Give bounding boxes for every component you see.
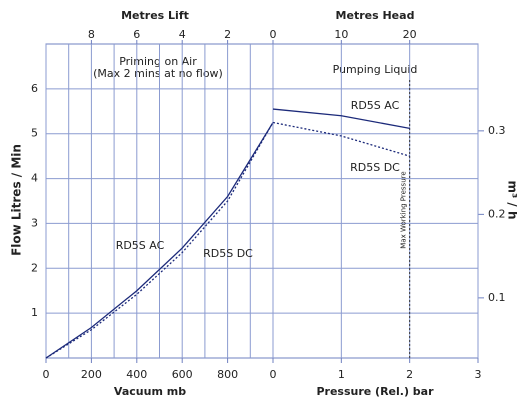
x-tick-label: 400 (126, 368, 147, 381)
x-tick-label: 800 (217, 368, 238, 381)
x-axis-title: Vacuum mb (114, 385, 186, 398)
y-tick-label: 6 (31, 82, 38, 95)
x-tick-label: 600 (172, 368, 193, 381)
y2-tick-label: 0.2 (488, 207, 506, 220)
annotation: Pumping Liquid (333, 63, 418, 76)
x-axis-title: Pressure (Rel.) bar (316, 385, 434, 398)
series-label: RD5S AC (351, 99, 400, 112)
series-line (272, 121, 410, 157)
marker-label: Max Working Pressure (400, 171, 408, 248)
annotation: (Max 2 mins at no flow) (93, 67, 223, 80)
x2-tick-label: 6 (133, 28, 140, 41)
y-tick-label: 4 (31, 172, 38, 185)
y-axis-title: Flow Litres / Min (10, 144, 24, 256)
x2-tick-label: 10 (334, 28, 348, 41)
x2-axis-title: Metres Head (336, 9, 415, 22)
series-line (272, 108, 410, 129)
x2-tick-label: 0 (270, 28, 277, 41)
x-tick-label: 0 (43, 368, 50, 381)
plot-frame (45, 43, 479, 359)
x2-tick-label: 20 (403, 28, 417, 41)
y2-tick-label: 0.3 (488, 124, 506, 137)
x-tick-label: 200 (81, 368, 102, 381)
series-label: RD5S DC (203, 247, 253, 260)
series-label: RD5S AC (116, 239, 165, 252)
series-line (45, 122, 274, 359)
x-tick-label: 0 (270, 368, 277, 381)
x2-tick-label: 2 (224, 28, 231, 41)
y2-axis-title: m³ / h (506, 180, 517, 219)
x2-tick-label: 4 (179, 28, 186, 41)
y-tick-label: 2 (31, 261, 38, 274)
y-tick-label: 1 (31, 306, 38, 319)
x-tick-label: 2 (406, 368, 413, 381)
x2-axis-title: Metres Lift (121, 9, 189, 22)
series-line (45, 122, 274, 359)
annotation: Priming on Air (119, 55, 197, 68)
x-tick-label: 1 (338, 368, 345, 381)
x2-tick-label: 8 (88, 28, 95, 41)
x-tick-label: 3 (475, 368, 482, 381)
y-tick-label: 5 (31, 127, 38, 140)
series-label: RD5S DC (350, 161, 400, 174)
y2-tick-label: 0.1 (488, 291, 506, 304)
y-tick-label: 3 (31, 216, 38, 229)
